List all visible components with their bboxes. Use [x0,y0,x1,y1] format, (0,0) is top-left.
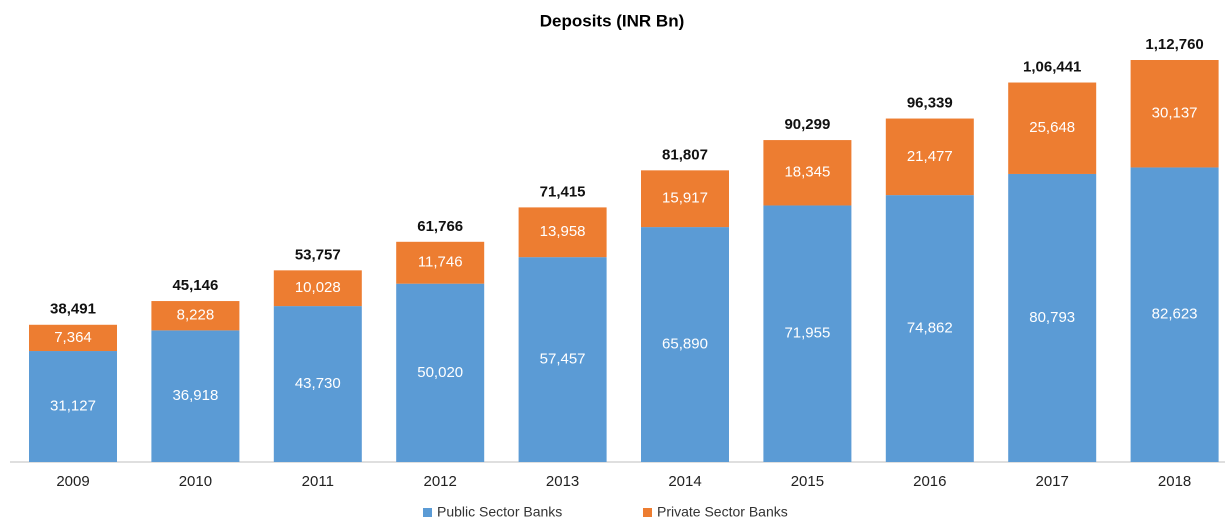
bar-segment [1008,82,1097,174]
value-label: 74,862 [907,320,953,337]
value-label: 13,958 [540,223,586,240]
bar-segment [641,227,729,462]
value-label: 36,918 [172,387,218,404]
bar-segment [396,241,485,284]
total-label: 96,339 [907,95,953,112]
bar-segment [273,306,362,462]
total-label: 38,491 [50,301,96,318]
bar-segment [518,257,607,462]
bar-segment [1008,173,1097,462]
bar-segment [763,140,852,206]
chart-title: Deposits (INR Bn) [540,11,685,30]
value-label: 43,730 [295,375,341,392]
x-tick-label: 2018 [1158,473,1191,490]
total-label: 1,06,441 [1023,58,1081,75]
bar-segment [763,205,852,462]
legend-label: Private Sector Banks [657,504,788,520]
value-label: 57,457 [540,351,586,368]
bar-segment [885,195,974,463]
bar-segment [151,301,240,331]
x-tick-label: 2014 [668,473,701,490]
x-tick-label: 2015 [791,473,824,490]
x-tick-label: 2017 [1036,473,1069,490]
total-label: 53,757 [295,246,341,263]
value-label: 8,228 [177,307,215,324]
value-label: 15,917 [662,190,708,207]
value-label: 30,137 [1152,105,1198,122]
value-label: 10,028 [295,279,341,296]
total-label: 90,299 [784,116,830,133]
bar-segment [885,118,974,196]
x-tick-label: 2012 [424,473,457,490]
legend-swatch [423,508,432,517]
value-label: 71,955 [784,325,830,342]
value-label: 7,364 [54,329,92,346]
x-tick-label: 2010 [179,473,212,490]
value-label: 18,345 [784,164,830,181]
value-label: 25,648 [1029,119,1075,136]
bar-segment [396,283,485,462]
value-label: 11,746 [418,254,463,271]
value-label: 31,127 [50,397,96,414]
bar-segment [518,207,607,258]
bar-segment [1130,60,1219,168]
x-tick-label: 2009 [56,473,89,490]
total-label: 71,415 [540,183,586,200]
x-tick-label: 2011 [302,473,334,490]
total-label: 61,766 [417,218,463,235]
legend-label: Public Sector Banks [437,504,562,520]
bar-segment [1130,167,1219,463]
value-label: 82,623 [1152,306,1198,323]
bar-segment [29,351,117,462]
bar-segment [29,324,117,352]
value-label: 80,793 [1029,309,1075,326]
value-label: 50,020 [417,364,463,381]
value-label: 21,477 [907,148,953,165]
bar-segment [151,330,240,462]
legend-swatch [643,508,652,517]
bar-segment [273,270,362,307]
x-tick-label: 2013 [546,473,579,490]
value-label: 65,890 [662,336,708,353]
x-tick-label: 2016 [913,473,946,490]
total-label: 81,807 [662,146,708,163]
total-label: 45,146 [172,277,218,294]
bar-segment [641,170,729,228]
total-label: 1,12,760 [1145,36,1203,53]
